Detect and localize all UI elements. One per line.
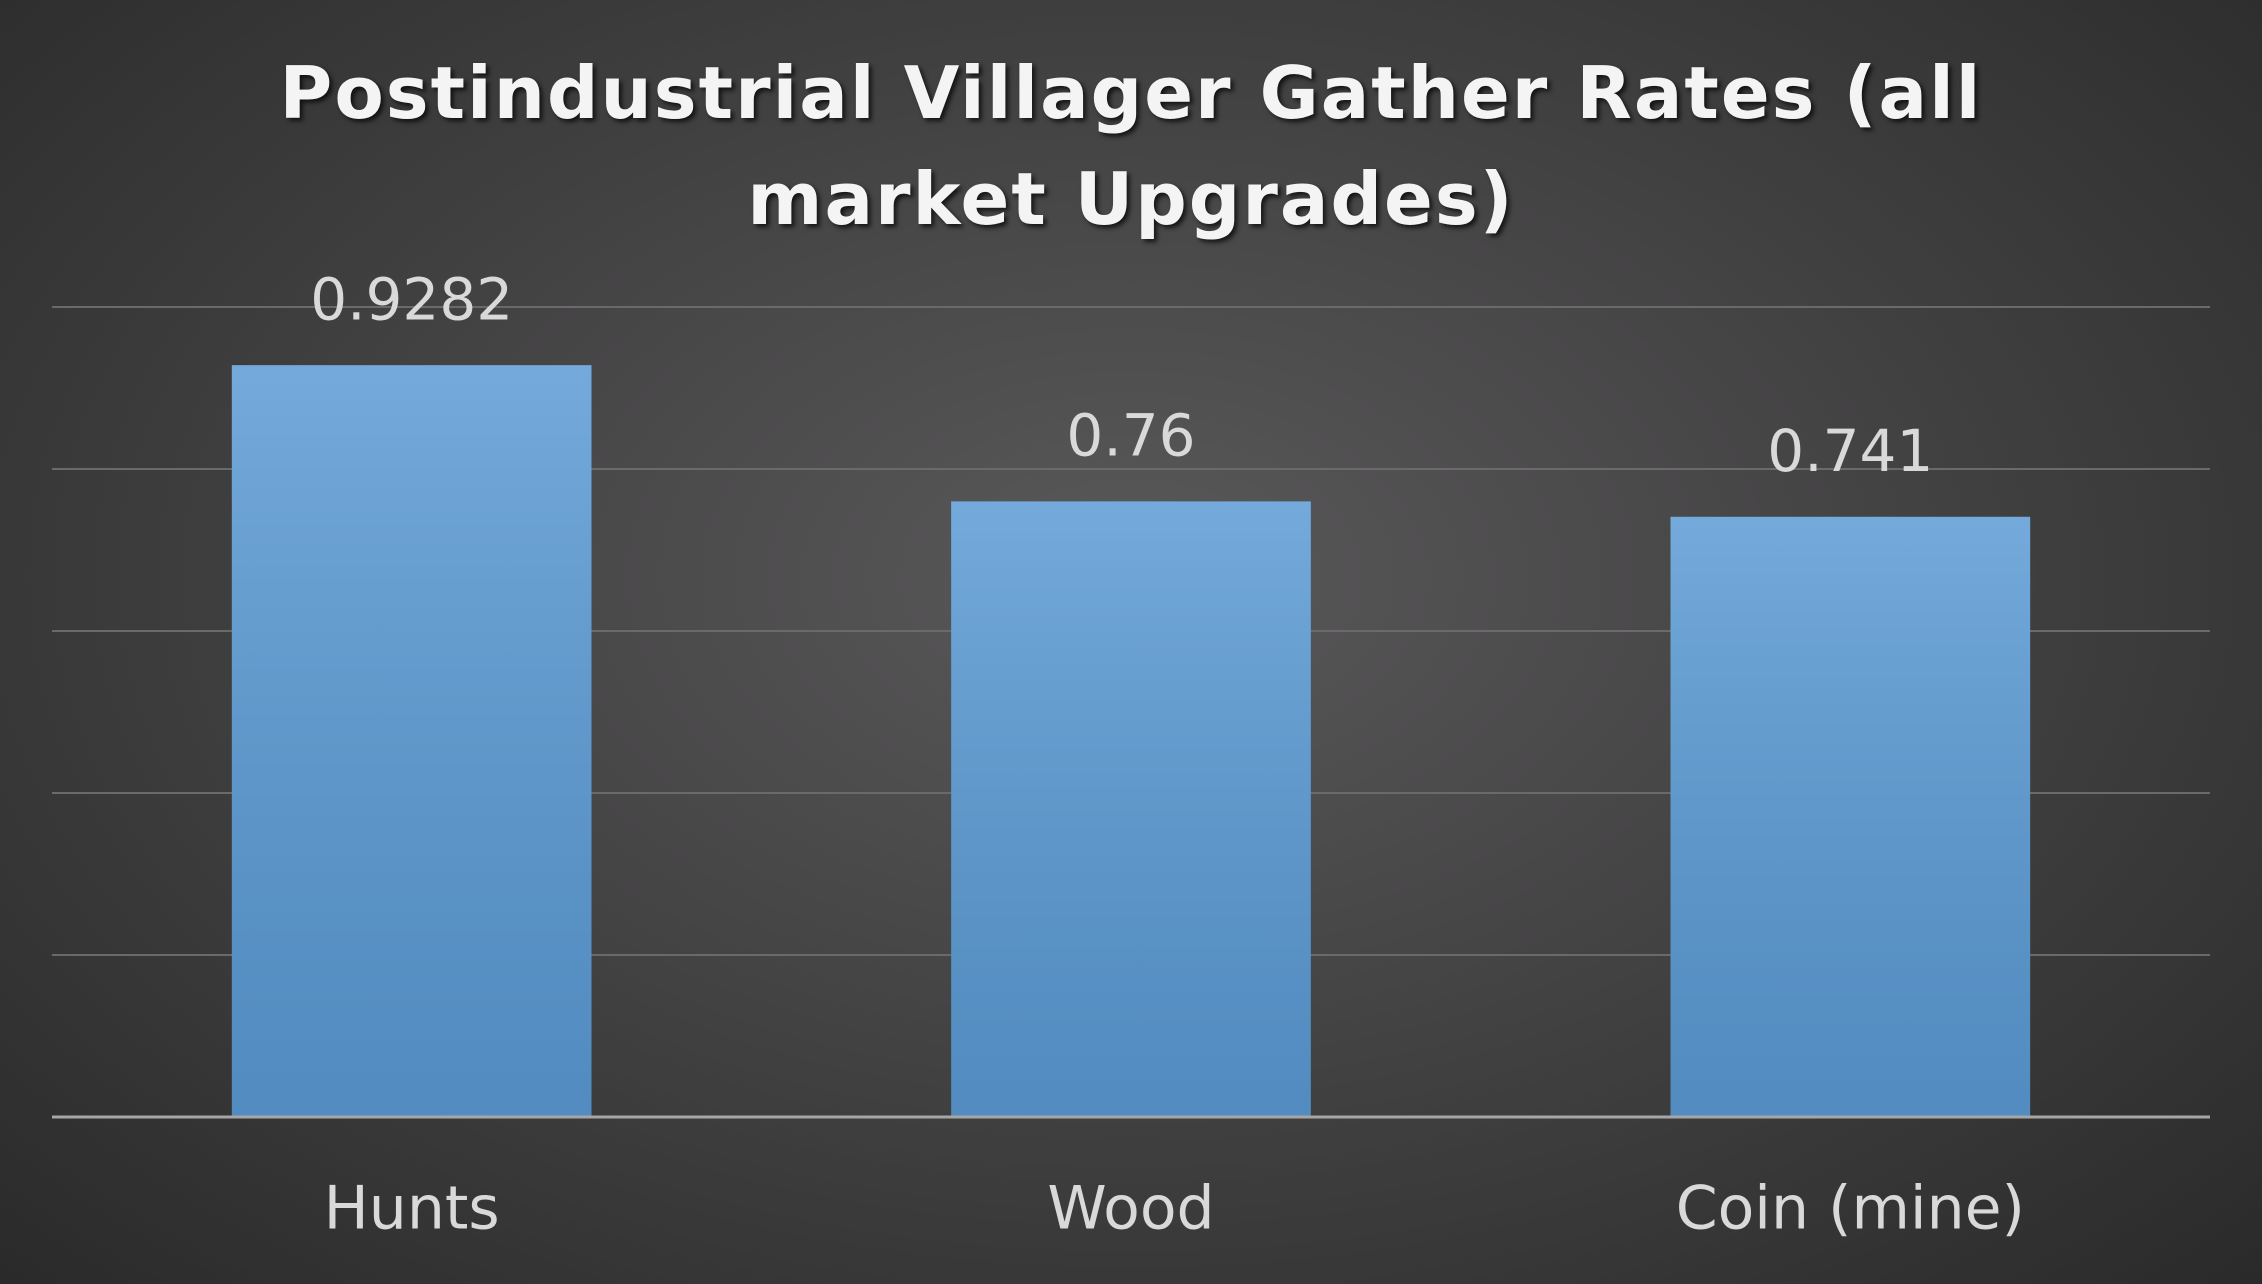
x-tick-label: Coin (mine) (1676, 1174, 2025, 1244)
value-label: 0.76 (1066, 402, 1195, 470)
value-label: 0.741 (1767, 417, 1933, 485)
value-label: 0.9282 (310, 265, 513, 333)
x-tick-label: Hunts (324, 1174, 500, 1244)
bar-shade (951, 501, 1311, 1117)
x-tick-label: Wood (1047, 1174, 1214, 1244)
bar-shade (1670, 516, 2031, 1117)
bar-shade (231, 365, 592, 1118)
chart-title: Postindustrial Villager Gather Rates (al… (279, 51, 1983, 241)
